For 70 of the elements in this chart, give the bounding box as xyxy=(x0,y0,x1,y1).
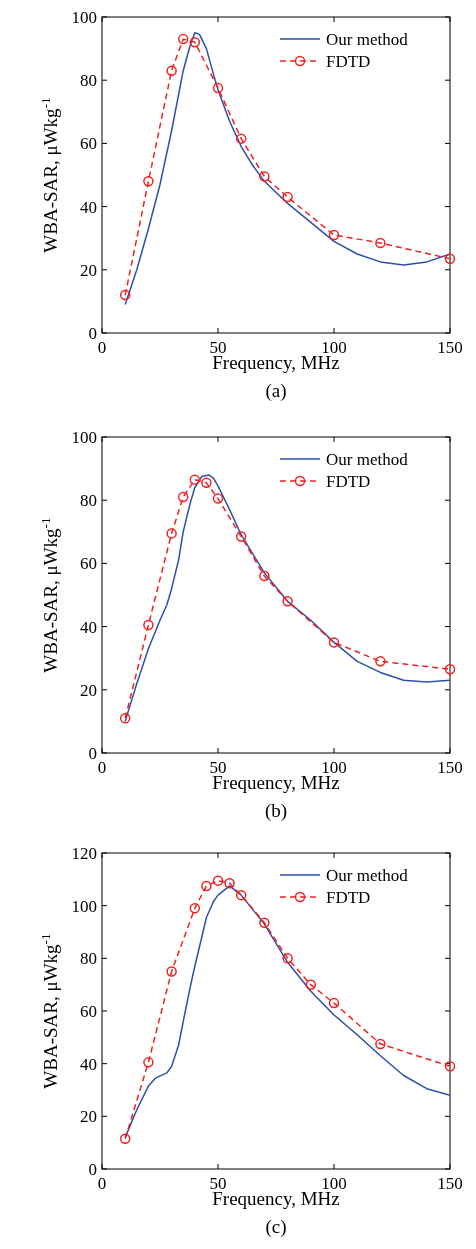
point xyxy=(189,37,201,48)
y-tick-label: 80 xyxy=(80,491,97,511)
point xyxy=(143,176,154,187)
text: (b) xyxy=(264,800,288,822)
point xyxy=(212,875,224,886)
point xyxy=(166,65,177,76)
point xyxy=(375,237,386,249)
point xyxy=(259,171,270,182)
point xyxy=(235,889,247,901)
y-tick-label: 100 xyxy=(71,896,97,916)
legend-label: Our method xyxy=(326,866,409,885)
y-tick-label: 60 xyxy=(80,554,97,574)
y-tick-label: 40 xyxy=(80,617,97,637)
y-tick-label: 80 xyxy=(80,949,97,969)
y-tick-label: 100 xyxy=(71,428,97,447)
point xyxy=(189,903,201,914)
point xyxy=(235,133,247,144)
point xyxy=(119,712,131,724)
legend-label: FDTD xyxy=(326,52,371,71)
x-tick-label: 150 xyxy=(437,338,463,357)
y-tick-label: 60 xyxy=(80,1002,97,1021)
point xyxy=(282,596,293,607)
point xyxy=(282,191,293,203)
point xyxy=(305,979,317,990)
point xyxy=(212,493,224,504)
point xyxy=(177,491,189,503)
point xyxy=(328,997,340,1009)
y-tick-label: 40 xyxy=(80,197,97,217)
point xyxy=(259,917,270,929)
point xyxy=(235,531,247,542)
point xyxy=(201,880,212,892)
point xyxy=(201,477,212,489)
y-tick-label: 60 xyxy=(80,134,97,154)
y-tick-label: 100 xyxy=(71,8,97,27)
point xyxy=(375,1038,386,1050)
y-tick-label: 0 xyxy=(88,324,97,343)
point xyxy=(143,1057,154,1068)
point xyxy=(444,1061,456,1072)
point xyxy=(444,253,456,264)
point xyxy=(166,966,177,977)
point xyxy=(177,33,189,45)
legend-label: Our method xyxy=(326,450,409,469)
point xyxy=(119,1133,131,1144)
text: (a) xyxy=(265,380,287,402)
point xyxy=(189,474,201,485)
point xyxy=(444,664,456,675)
point xyxy=(328,637,340,648)
y-tick-label: 20 xyxy=(80,260,97,280)
legend-label: Our method xyxy=(326,30,409,49)
x-tick-label: 150 xyxy=(437,1174,463,1193)
point xyxy=(282,953,293,964)
y-tick-label: 40 xyxy=(80,1054,97,1074)
point xyxy=(259,570,270,582)
text: (c) xyxy=(265,1216,287,1238)
y-tick-label: 20 xyxy=(80,680,97,700)
legend-label: FDTD xyxy=(326,888,371,907)
point xyxy=(119,289,131,301)
y-tick-label: 20 xyxy=(80,1107,97,1127)
y-tick-label: 120 xyxy=(71,844,97,863)
point xyxy=(224,878,235,889)
x-tick-label: 150 xyxy=(437,758,463,777)
y-tick-label: 0 xyxy=(88,1160,97,1179)
point xyxy=(212,82,224,94)
point xyxy=(375,656,386,667)
y-tick-label: 80 xyxy=(80,71,97,91)
point xyxy=(143,619,154,631)
point xyxy=(166,528,177,539)
point xyxy=(328,229,340,241)
y-tick-label: 0 xyxy=(88,744,97,763)
legend-label: FDTD xyxy=(326,472,371,491)
